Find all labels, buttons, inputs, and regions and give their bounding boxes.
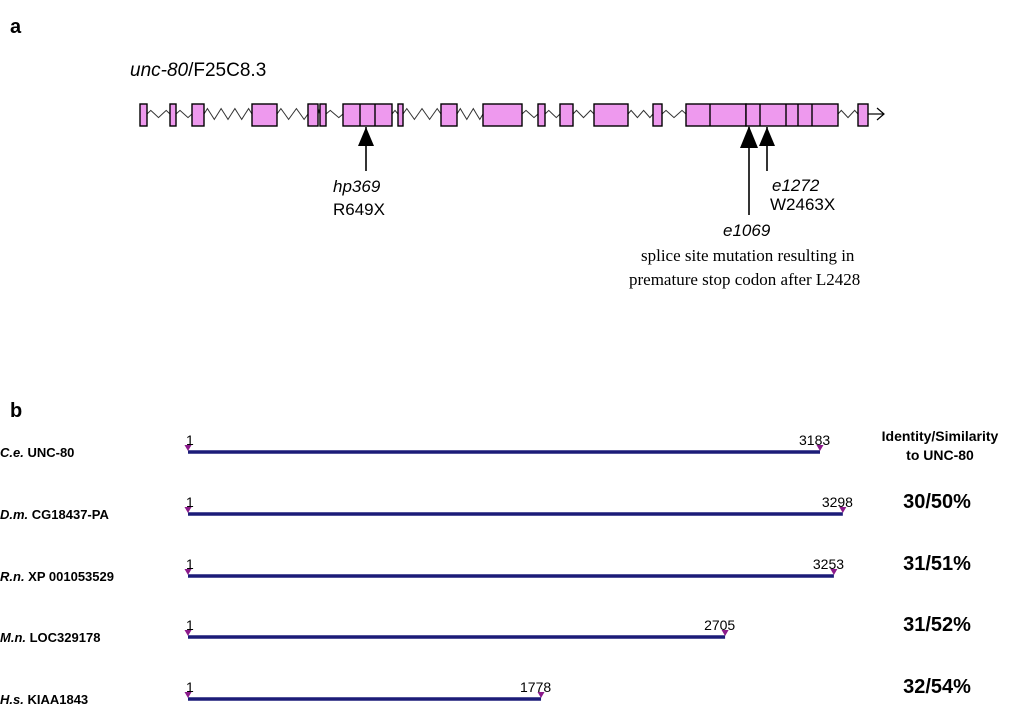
exon-17 [858,104,868,126]
protein-species-1: C.e. [0,445,24,460]
protein-start-label-1: 1 [186,432,194,448]
exon-13 [594,104,628,126]
intron-11 [545,110,560,117]
protein-end-label-1: 3183 [799,432,830,448]
protein-start-label-4: 1 [186,617,194,633]
protein-label-5: H.s. KIAA1843 [0,692,88,707]
protein-end-label-4: 2705 [704,617,735,633]
e1272-allele: e1272 [772,176,820,195]
e1069-note-line1: splice site mutation resulting in [641,246,855,265]
protein-species-3: R.n. [0,569,25,584]
exon-4 [252,104,277,126]
intron-16 [838,110,858,117]
panel-b-label: b [10,400,22,422]
protein-species-4: M.n. [0,630,26,645]
exon-15 [686,104,746,126]
exon-2 [170,104,176,126]
identity-header-line2: to UNC-80 [906,447,974,463]
protein-rows: C.e. UNC-80 1 3183 D.m. CG18437-PA 1 3298 30/5… [0,432,971,707]
intron-9 [457,109,483,120]
protein-start-label-5: 1 [186,679,194,695]
intron-1 [147,110,170,117]
hp369-arrow [358,127,374,171]
protein-end-label-5: 1778 [520,679,551,695]
exon-7 [343,104,392,126]
e1272-change: W2463X [770,195,835,214]
exon-6 [320,104,326,126]
protein-end-label-3: 3253 [813,556,844,572]
protein-start-label-3: 1 [186,556,194,572]
exon-3 [192,104,204,126]
exon-12 [560,104,573,126]
intron-13 [628,110,653,117]
protein-name-5: KIAA1843 [24,692,88,707]
intron-2 [176,110,192,117]
protein-start-label-2: 1 [186,494,194,510]
e1069-arrow [740,126,758,215]
protein-name-2: CG18437-PA [28,507,109,522]
e1272-arrow [759,127,775,171]
protein-name-4: LOC329178 [26,630,100,645]
intron-3 [204,109,252,120]
e1069-allele: e1069 [723,221,771,240]
protein-label-2: D.m. CG18437-PA [0,507,109,522]
gene-title: unc-80/F25C8.3 [130,60,266,81]
protein-label-1: C.e. UNC-80 [0,445,74,460]
panel-a-label: a [10,16,22,38]
protein-end-label-2: 3298 [822,494,853,510]
hp369-change: R649X [333,200,385,219]
gene-model [140,104,884,126]
protein-name-1: UNC-80 [24,445,75,460]
exon-1 [140,104,147,126]
intron-14 [662,110,686,117]
exon-10 [483,104,522,126]
e1069-note-line2: premature stop codon after L2428 [629,270,860,289]
protein-species-2: D.m. [0,507,28,522]
exon-14 [653,104,662,126]
protein-identity-2: 30/50% [903,491,971,513]
protein-identity-3: 31/51% [903,553,971,575]
exon-5 [308,104,318,126]
intron-4 [277,109,308,120]
identity-header-line1: Identity/Similarity [882,428,999,444]
exon-11 [538,104,545,126]
intron-7 [392,110,398,114]
protein-species-5: H.s. [0,692,24,707]
protein-label-3: R.n. XP 001053529 [0,569,114,584]
intron-10 [522,110,538,117]
protein-name-3: XP 001053529 [25,569,114,584]
protein-label-4: M.n. LOC329178 [0,630,100,645]
gene-id: /F25C8.3 [188,60,266,81]
intron-12 [573,110,594,117]
intron-8 [403,109,441,120]
exon-9 [441,104,457,126]
gene-name: unc-80 [130,60,189,81]
protein-identity-5: 32/54% [903,676,971,698]
hp369-allele: hp369 [333,177,381,196]
protein-identity-4: 31/52% [903,614,971,636]
intron-6 [326,110,343,117]
exon-8 [398,104,403,126]
